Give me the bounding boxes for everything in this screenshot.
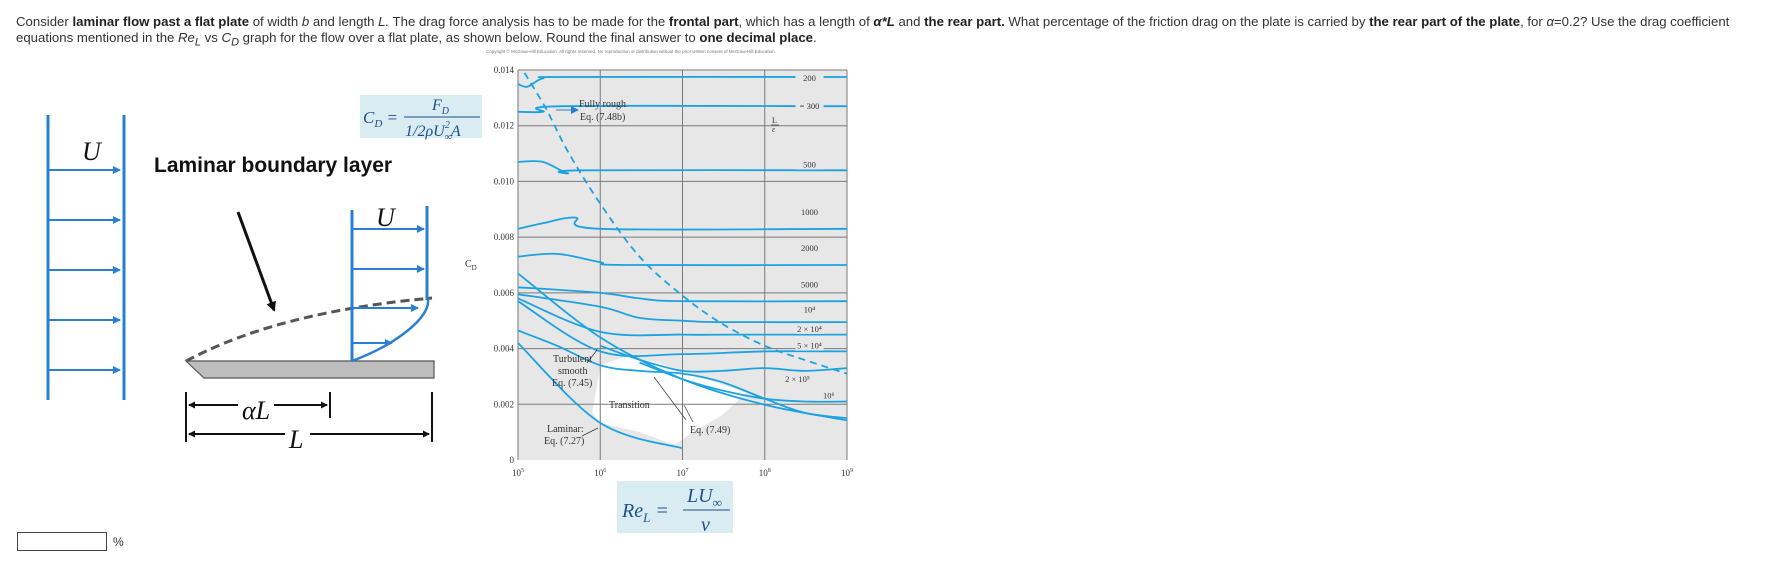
dimension-lines <box>185 392 433 442</box>
boundary-layer-heading: Laminar boundary layer <box>154 154 392 177</box>
chart-curves <box>517 72 848 450</box>
pointer-arrow <box>236 211 276 312</box>
curve-rough-500 <box>517 160 848 175</box>
curve-rough-1e6 <box>639 361 848 403</box>
annotation-fully-rough-eq: Eq. (7.48b) <box>580 112 625 123</box>
x-tick-label: 109 <box>841 468 853 478</box>
annotation-turbulent-eq: Eq. (7.45) <box>552 378 592 389</box>
curve-label-bg <box>795 159 824 170</box>
curve-label: 2000 <box>801 243 818 253</box>
curve-rough-200 <box>517 75 848 88</box>
chart-annotations: Fully rough Eq. (7.48b) Turbulent smooth… <box>544 99 730 447</box>
transition-region <box>592 356 747 445</box>
curve-label-bg <box>795 243 824 254</box>
flat-plate <box>184 360 435 379</box>
curve-label: 2 × 10⁵ <box>785 374 810 384</box>
curve-label-bg <box>795 304 824 315</box>
annotation-laminar: Laminar: <box>547 424 584 435</box>
curve-label-bg <box>795 323 824 334</box>
y-tick-label: 0.008 <box>494 232 515 242</box>
curve-label-bg <box>795 206 824 217</box>
y-tick-label: 0.006 <box>494 288 515 298</box>
y-tick-label: 0.014 <box>494 65 515 75</box>
curve-label-bg <box>814 390 843 401</box>
annotation-smooth: smooth <box>558 366 587 377</box>
curve-rough-5000 <box>517 286 848 303</box>
curve-label: 5000 <box>801 279 818 289</box>
uniform-velocity-profile <box>46 115 126 400</box>
curve-rough-2e5 <box>599 344 848 373</box>
y-tick-label: 0.002 <box>494 399 514 409</box>
y-tick-label: 0.004 <box>494 344 515 354</box>
svg-text:FD: FD <box>431 97 450 117</box>
svg-text:ν: ν <box>701 514 710 536</box>
curve-rough-2000 <box>517 252 848 267</box>
curve-label: 10⁶ <box>823 391 835 401</box>
reynolds-number-formula: ReL = LU∞ ν <box>617 481 733 536</box>
y-tick-label: 0.010 <box>494 176 515 186</box>
chart-ticks: 105 106 107 108 109 0 0.002 0.004 0.006 0.008 0.01… <box>494 65 853 478</box>
annotation-fully-rough: Fully rough <box>579 99 626 110</box>
curve-label: 500 <box>803 160 816 170</box>
svg-text:CD =: CD = <box>363 108 398 130</box>
curve-label: 2 × 10⁴ <box>797 324 822 334</box>
y-axis-label: CD <box>465 259 477 272</box>
svg-text:1/2ρU∞2A: 1/2ρU∞2A <box>405 120 461 143</box>
x-tick-label: 107 <box>677 468 689 478</box>
curve-rough-1e4 <box>517 293 848 324</box>
svg-text:ReL =: ReL = <box>621 500 669 525</box>
curve-label: 10⁴ <box>804 304 816 314</box>
curve-rough-300 <box>517 104 848 114</box>
annotation-laminar-eq: Eq. (7.27) <box>544 436 584 447</box>
copyright-notice: Copyright © McGraw-Hill Education. All r… <box>486 49 776 54</box>
chart-grid <box>517 69 848 460</box>
annotation-eq-7-49: Eq. (7.49) <box>690 425 730 436</box>
svg-text:LU∞: LU∞ <box>686 485 722 510</box>
x-tick-label: 106 <box>594 468 606 478</box>
edge-velocity-label: U <box>376 203 397 232</box>
curve-rough-5e4 <box>517 300 848 358</box>
curve-label-bg <box>795 279 824 290</box>
y-tick-label: 0 <box>510 455 515 465</box>
curve-transition <box>517 329 848 420</box>
chart-curve-labels: 200 = 300 500 1000 2000 5000 10⁴ 2 × 10⁴ 5 × 10⁴… <box>783 73 843 401</box>
answer-input[interactable] <box>17 532 107 551</box>
x-tick-label: 105 <box>512 468 524 478</box>
curve-label-bg <box>783 374 812 384</box>
curve-rough-2e4 <box>517 297 847 337</box>
x-tick-label: 108 <box>759 468 771 478</box>
ratio-numerator: L <box>772 116 777 125</box>
y-tick-label: 0.012 <box>494 121 514 131</box>
ratio-denominator: ε <box>772 125 776 134</box>
drag-coefficient-formula: CD = FD 1/2ρU∞2A <box>360 95 482 143</box>
drag-coefficient-chart: 105 106 107 108 109 0 0.002 0.004 0.006 0.008 0.01… <box>465 65 853 478</box>
plate-length-label: L <box>288 425 303 454</box>
freestream-velocity-label: U <box>82 137 103 166</box>
curve-rough-1000 <box>517 216 848 231</box>
curve-label: = 300 <box>800 101 820 111</box>
curve-label: 200 <box>803 73 816 83</box>
curve-fully-rough-boundary <box>523 72 848 375</box>
curve-label-bg <box>795 73 824 84</box>
curve-label: 5 × 10⁴ <box>797 341 822 351</box>
percent-unit: % <box>113 534 124 549</box>
boundary-layer-velocity-profile <box>350 206 430 363</box>
answer-row: % <box>17 532 124 551</box>
annotation-turbulent: Turbulent <box>553 354 592 365</box>
annotation-transition: Transition <box>609 400 650 411</box>
question-text: Consider laminar flow past a flat plate … <box>16 14 1730 49</box>
curve-label-bg <box>795 101 824 111</box>
boundary-layer-edge <box>185 296 433 363</box>
frontal-length-label: αL <box>242 396 270 425</box>
curve-label-bg <box>795 340 824 351</box>
curve-laminar <box>517 342 683 450</box>
curve-label: 1000 <box>801 207 818 217</box>
